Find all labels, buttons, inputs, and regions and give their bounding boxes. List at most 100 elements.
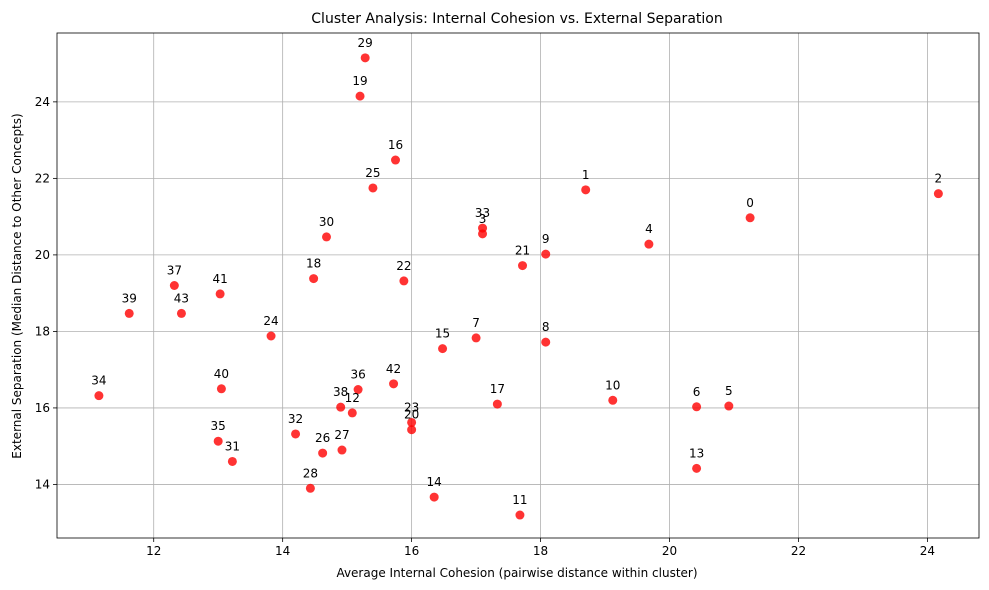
cluster-point-0 <box>745 213 755 223</box>
cluster-point-25 <box>368 183 378 193</box>
x-tick-label: 20 <box>662 544 677 558</box>
cluster-label-22: 22 <box>396 259 411 273</box>
x-axis-ticks: 12 14 16 18 20 22 24 <box>146 538 935 558</box>
cluster-label-3: 3 <box>479 212 487 226</box>
cluster-label-28: 28 <box>303 466 318 480</box>
grid-lines <box>57 33 979 538</box>
cluster-label-7: 7 <box>472 316 480 330</box>
cluster-point-28 <box>305 483 315 493</box>
cluster-point-17 <box>492 399 502 409</box>
cluster-label-20: 20 <box>404 408 419 422</box>
cluster-point-34 <box>94 391 104 401</box>
cluster-point-38 <box>336 402 346 412</box>
cluster-point-31 <box>227 456 237 466</box>
cluster-label-34: 34 <box>91 374 106 388</box>
cluster-label-19: 19 <box>352 74 367 88</box>
cluster-label-25: 25 <box>365 166 380 180</box>
cluster-point-35 <box>213 436 223 446</box>
cluster-label-8: 8 <box>542 320 550 334</box>
cluster-label-29: 29 <box>358 36 373 50</box>
cluster-label-40: 40 <box>214 367 229 381</box>
cluster-label-6: 6 <box>693 385 701 399</box>
cluster-point-7 <box>471 333 481 343</box>
cluster-point-4 <box>644 239 654 249</box>
cluster-point-36 <box>353 385 363 395</box>
cluster-label-4: 4 <box>645 222 653 236</box>
data-points <box>94 53 943 520</box>
cluster-point-39 <box>124 308 134 318</box>
cluster-point-19 <box>355 91 365 101</box>
cluster-label-36: 36 <box>350 368 365 382</box>
y-tick-label: 14 <box>35 477 50 491</box>
cluster-label-30: 30 <box>319 215 334 229</box>
y-axis-label: External Separation (Median Distance to … <box>10 113 24 458</box>
cluster-point-23 <box>407 417 417 427</box>
cluster-point-42 <box>389 379 399 389</box>
cluster-label-33: 33 <box>475 206 490 220</box>
cluster-label-2: 2 <box>935 172 943 186</box>
cluster-point-15 <box>438 344 448 354</box>
cluster-point-33 <box>478 223 488 233</box>
cluster-label-0: 0 <box>746 196 754 210</box>
cluster-label-1: 1 <box>582 168 590 182</box>
cluster-label-15: 15 <box>435 327 450 341</box>
cluster-point-18 <box>309 274 319 284</box>
cluster-label-23: 23 <box>404 400 419 414</box>
cluster-point-12 <box>347 408 357 418</box>
cluster-label-17: 17 <box>490 382 505 396</box>
cluster-label-24: 24 <box>263 314 278 328</box>
chart-title: Cluster Analysis: Internal Cohesion vs. … <box>311 11 722 27</box>
y-tick-label: 20 <box>35 248 50 262</box>
cluster-point-29 <box>360 53 370 63</box>
cluster-label-16: 16 <box>388 138 403 152</box>
cluster-point-11 <box>515 510 525 520</box>
x-tick-label: 12 <box>146 544 161 558</box>
cluster-label-27: 27 <box>334 428 349 442</box>
cluster-label-11: 11 <box>512 493 527 507</box>
x-tick-label: 18 <box>533 544 548 558</box>
cluster-label-35: 35 <box>211 419 226 433</box>
cluster-point-27 <box>337 445 347 455</box>
cluster-point-32 <box>291 429 301 439</box>
cluster-label-5: 5 <box>725 384 733 398</box>
cluster-point-21 <box>518 261 528 271</box>
cluster-point-26 <box>318 448 328 458</box>
cluster-point-14 <box>429 492 439 502</box>
cluster-point-22 <box>399 276 409 286</box>
y-tick-label: 16 <box>35 401 50 415</box>
x-tick-label: 16 <box>404 544 419 558</box>
cluster-point-13 <box>692 463 702 473</box>
cluster-point-37 <box>169 281 179 290</box>
cluster-point-10 <box>608 395 618 405</box>
cluster-point-8 <box>541 337 551 347</box>
cluster-point-1 <box>581 185 591 195</box>
cluster-label-10: 10 <box>605 378 620 392</box>
cluster-label-41: 41 <box>212 272 227 286</box>
cluster-label-21: 21 <box>515 244 530 258</box>
cluster-point-40 <box>216 384 226 394</box>
cluster-label-38: 38 <box>333 385 348 399</box>
cluster-point-2 <box>933 189 943 199</box>
cluster-point-5 <box>724 401 734 411</box>
cluster-label-18: 18 <box>306 257 321 271</box>
cluster-label-13: 13 <box>689 446 704 460</box>
cluster-label-31: 31 <box>225 439 240 453</box>
cluster-label-43: 43 <box>174 291 189 305</box>
cluster-label-12: 12 <box>345 391 360 405</box>
y-tick-label: 24 <box>35 95 50 109</box>
cluster-label-26: 26 <box>315 431 330 445</box>
plot-frame <box>56 32 980 539</box>
y-tick-label: 18 <box>35 324 50 338</box>
x-tick-label: 22 <box>791 544 806 558</box>
y-axis-ticks: 14 16 18 20 22 24 <box>35 95 57 491</box>
cluster-label-32: 32 <box>288 412 303 426</box>
cluster-label-37: 37 <box>167 264 182 278</box>
cluster-point-9 <box>541 249 551 259</box>
cluster-point-20 <box>407 425 417 435</box>
cluster-point-43 <box>176 308 186 318</box>
cluster-point-24 <box>266 331 276 341</box>
x-tick-label: 24 <box>920 544 935 558</box>
cluster-point-41 <box>215 289 225 299</box>
